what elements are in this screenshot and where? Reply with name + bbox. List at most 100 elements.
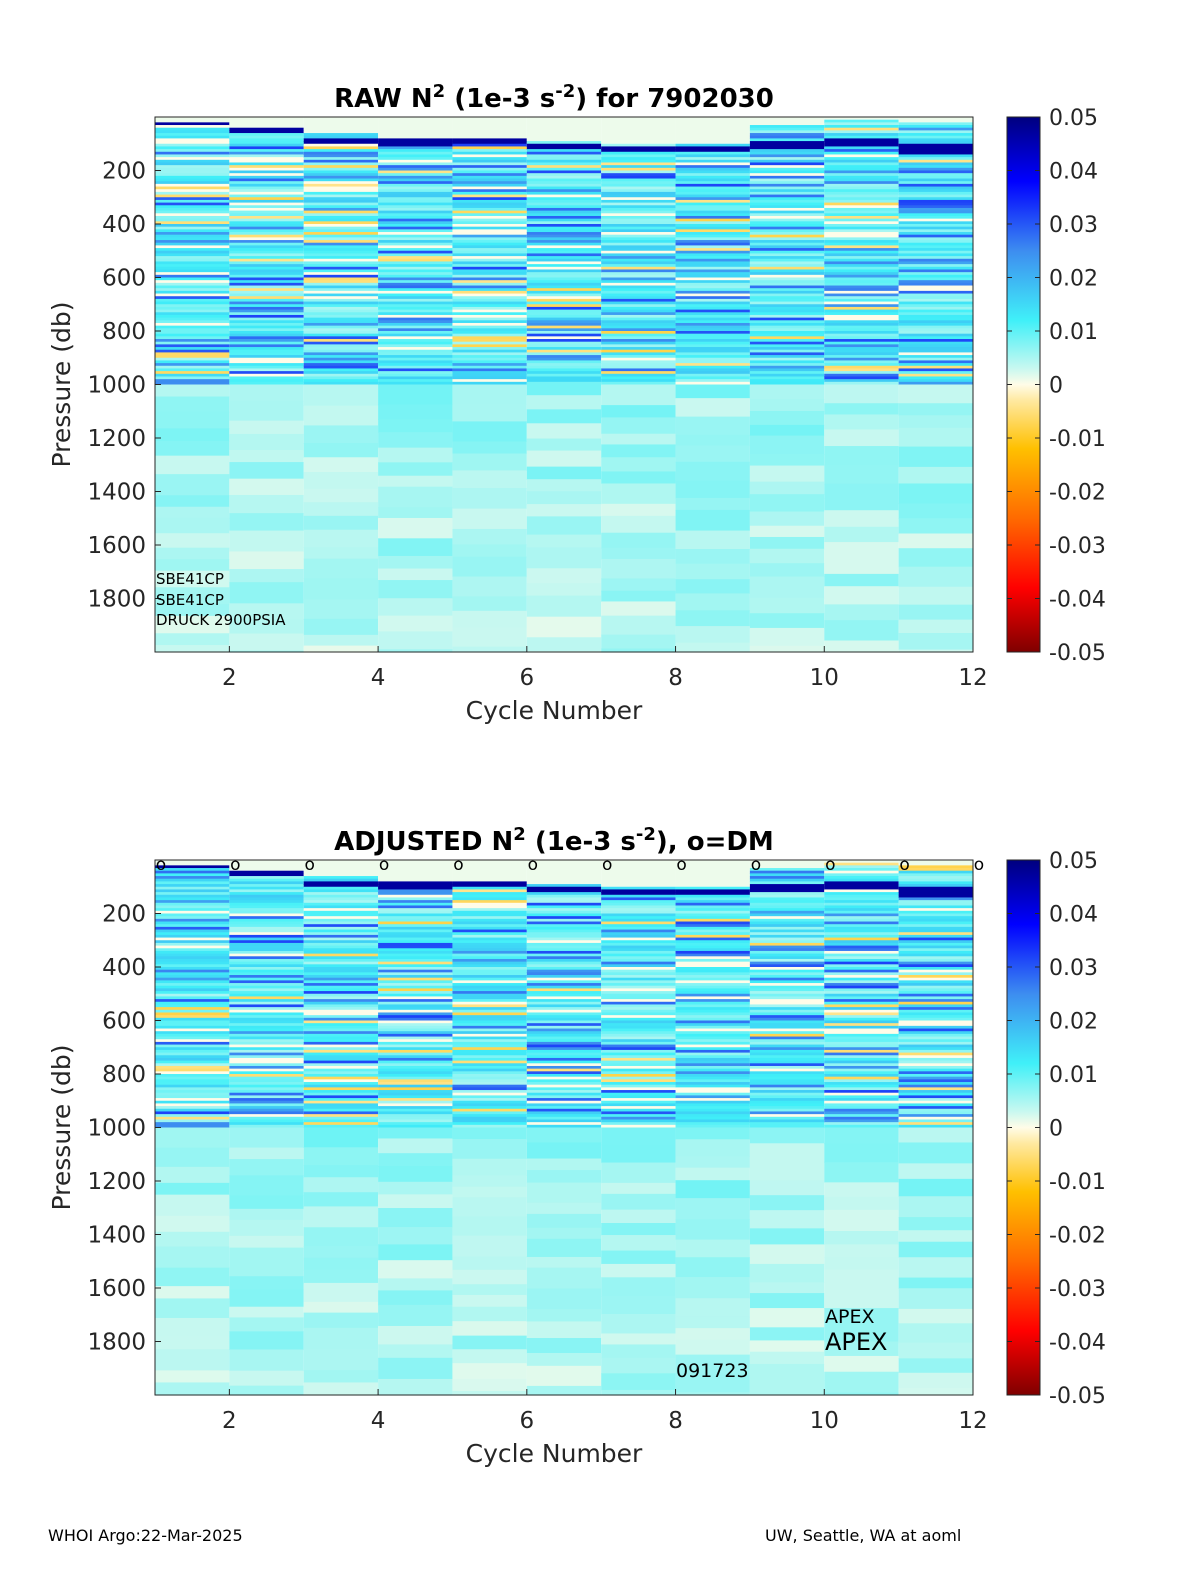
heatmap-cell xyxy=(452,218,527,222)
heatmap-column-cycle-6 xyxy=(526,860,602,1396)
heatmap-cell xyxy=(749,1071,825,1075)
heatmap-cell xyxy=(526,242,602,246)
heatmap-cell xyxy=(155,1114,230,1118)
heatmap-cell xyxy=(378,1084,453,1088)
heatmap-cell xyxy=(675,224,750,228)
heatmap-cell xyxy=(303,967,379,971)
heatmap-cell xyxy=(749,1044,825,1048)
heatmap-cell xyxy=(155,1267,230,1287)
heatmap-cell xyxy=(749,298,825,303)
heatmap-cell xyxy=(526,314,602,319)
heatmap-cell xyxy=(824,1231,899,1245)
heatmap-cell xyxy=(378,996,453,1000)
heatmap-cell xyxy=(749,306,825,311)
heatmap-cell xyxy=(229,173,304,177)
heatmap-cell xyxy=(155,1103,230,1107)
heatmap-cell xyxy=(303,365,379,370)
heatmap-cell xyxy=(749,280,825,284)
heatmap-cell xyxy=(675,996,750,1000)
heatmap-cell xyxy=(229,151,304,156)
heatmap-cell xyxy=(452,376,527,380)
heatmap-cell xyxy=(898,253,973,257)
heatmap-cell xyxy=(675,296,750,300)
heatmap-cell xyxy=(452,186,527,190)
heatmap-cell xyxy=(378,312,453,316)
heatmap-cell xyxy=(452,1017,527,1022)
heatmap-cell xyxy=(824,202,899,206)
heatmap-cell xyxy=(452,1122,527,1126)
heatmap-cell xyxy=(229,916,304,920)
heatmap-cell xyxy=(526,1084,602,1088)
heatmap-cell xyxy=(303,232,379,236)
heatmap-cell xyxy=(898,384,973,404)
heatmap-cell xyxy=(675,314,750,319)
heatmap-cell xyxy=(526,438,602,452)
heatmap-cell xyxy=(378,897,453,901)
heatmap-cell xyxy=(526,1182,602,1204)
heatmap-cell xyxy=(601,261,676,265)
heatmap-cell xyxy=(229,331,304,335)
heatmap-cell xyxy=(675,355,750,359)
heatmap-cell xyxy=(824,1209,899,1232)
heatmap-cell xyxy=(749,226,825,230)
y-tick-label: 200 xyxy=(102,159,146,185)
heatmap-cell xyxy=(675,1198,750,1220)
heatmap-cell xyxy=(601,256,676,260)
heatmap-cell xyxy=(229,1082,304,1086)
heatmap-cell xyxy=(452,988,527,992)
heatmap-cell xyxy=(155,306,230,311)
heatmap-cell xyxy=(601,999,676,1003)
heatmap-cell xyxy=(303,457,379,473)
heatmap-cell xyxy=(824,1143,899,1163)
heatmap-cell xyxy=(303,242,379,246)
heatmap-cell xyxy=(155,645,230,653)
heatmap-cell xyxy=(229,280,304,284)
heatmap-cell xyxy=(824,983,899,987)
heatmap-cell xyxy=(452,646,527,653)
heatmap-cell xyxy=(378,1082,453,1086)
heatmap-cell xyxy=(229,1052,304,1056)
heatmap-cell xyxy=(526,229,602,233)
heatmap-cell xyxy=(452,1087,527,1091)
heatmap-cell xyxy=(601,1122,676,1126)
heatmap-cell xyxy=(898,1257,973,1279)
heatmap-cell xyxy=(749,250,825,255)
heatmap-cell xyxy=(155,1108,230,1113)
heatmap-cell xyxy=(303,958,379,963)
heatmap-cell xyxy=(229,194,304,198)
heatmap-cell xyxy=(155,135,230,139)
heatmap-cell xyxy=(526,282,602,287)
heatmap-cell xyxy=(452,191,527,196)
heatmap-cell xyxy=(303,988,379,992)
x-tick-label: 10 xyxy=(810,1408,839,1434)
heatmap-cell xyxy=(898,1116,973,1121)
heatmap-cell xyxy=(824,175,899,180)
heatmap-cell xyxy=(749,178,825,182)
heatmap-cell xyxy=(229,870,304,874)
heatmap-cell xyxy=(749,173,825,177)
heatmap-cell xyxy=(824,1047,899,1051)
heatmap-cell xyxy=(452,221,527,225)
heatmap-cell xyxy=(155,173,230,177)
heatmap-cell xyxy=(824,913,899,917)
heatmap-cell xyxy=(303,240,379,244)
heatmap-cell xyxy=(303,258,379,263)
heatmap-cell xyxy=(898,586,973,606)
heatmap-cell xyxy=(526,1017,602,1022)
heatmap-cell xyxy=(526,1213,602,1229)
heatmap-cell xyxy=(749,165,825,169)
heatmap-cell xyxy=(824,1269,899,1291)
heatmap-cell xyxy=(898,983,973,987)
heatmap-cell xyxy=(824,1036,899,1040)
heatmap-cell xyxy=(303,178,379,182)
heatmap-cell xyxy=(898,1036,973,1040)
heatmap-cell xyxy=(675,1111,750,1115)
heatmap-cell xyxy=(749,1100,825,1105)
heatmap-cell xyxy=(378,615,453,633)
heatmap-cell xyxy=(155,344,230,348)
heatmap-cell xyxy=(378,229,453,233)
heatmap-cell xyxy=(526,1158,602,1171)
heatmap-cell xyxy=(526,1047,602,1051)
heatmap-cell xyxy=(601,328,676,332)
heatmap-cell xyxy=(303,405,379,427)
